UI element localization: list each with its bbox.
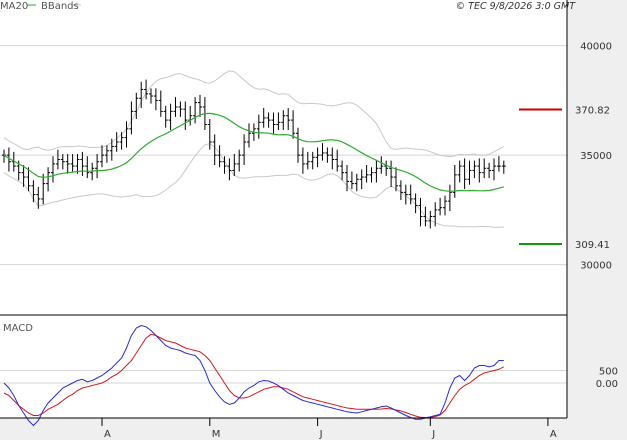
- resistance-label: 370.82: [575, 106, 610, 117]
- bbands-legend-label: BBands: [41, 1, 79, 12]
- bottom-axis-panel: [0, 418, 567, 440]
- ohlc-layer: [2, 79, 506, 229]
- month-tick-label: J: [431, 429, 435, 440]
- ma20-legend-label: MA20: [0, 1, 28, 12]
- bbands-layer: [3, 70, 505, 228]
- macd-tick-label: 500: [599, 367, 618, 378]
- month-tick-label: M: [212, 429, 221, 440]
- price-tick-label: 30000: [580, 261, 612, 272]
- macd-title: MACD: [3, 323, 33, 334]
- timestamp: © TEC 9/8/2026 3:0 GMT: [456, 1, 577, 12]
- month-tick-label: A: [104, 429, 111, 440]
- month-tick-label: J: [319, 429, 323, 440]
- price-tick-label: 35000: [580, 151, 612, 162]
- support-label: 309.41: [575, 240, 610, 251]
- right-axis-panel: [567, 0, 627, 440]
- macd-signal-line: [3, 333, 505, 419]
- ma-layer: [3, 112, 504, 192]
- price-tick-label: 40000: [580, 42, 612, 53]
- month-tick-label: A: [550, 429, 557, 440]
- ma20-line: [3, 112, 504, 192]
- macd-line: [3, 324, 504, 427]
- levels-layer: 370.82 309.41: [519, 106, 610, 251]
- macd-layer: [3, 324, 505, 427]
- macd-tick-label: 0.00: [596, 379, 618, 390]
- bbands-upper: [3, 70, 505, 158]
